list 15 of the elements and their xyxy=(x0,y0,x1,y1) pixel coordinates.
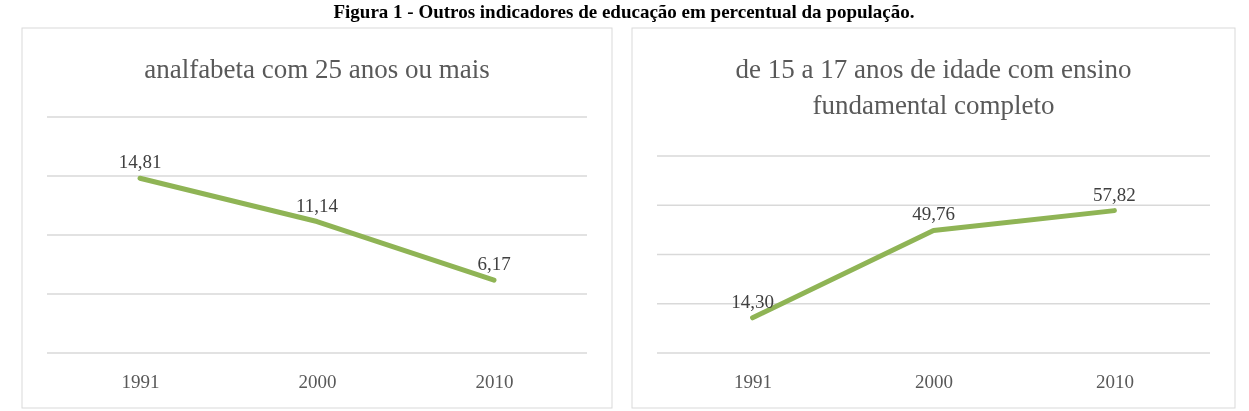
x-tick-label: 1991 xyxy=(734,371,773,393)
data-label: 49,76 xyxy=(912,203,955,225)
data-label: 14,81 xyxy=(118,151,162,173)
chart-title: de 15 a 17 anos de idade com ensino fundamental completo xyxy=(735,54,1132,120)
data-label: 57,82 xyxy=(1093,183,1136,205)
chart-title: analfabeta com 25 anos ou mais xyxy=(144,54,490,84)
data-label: 14,30 xyxy=(731,290,774,312)
x-tick-label: 2000 xyxy=(298,371,337,393)
x-tick-label: 1991 xyxy=(121,371,160,393)
data-label: 11,14 xyxy=(295,194,339,216)
x-tick-label: 2010 xyxy=(475,371,514,393)
text: Figura 1 - Outros indicadores de educação em percentual da população. xyxy=(333,1,915,22)
x-tick-label: 2000 xyxy=(915,371,953,393)
x-tick-label: 2010 xyxy=(1095,371,1134,393)
data-label: 6,17 xyxy=(477,253,511,275)
